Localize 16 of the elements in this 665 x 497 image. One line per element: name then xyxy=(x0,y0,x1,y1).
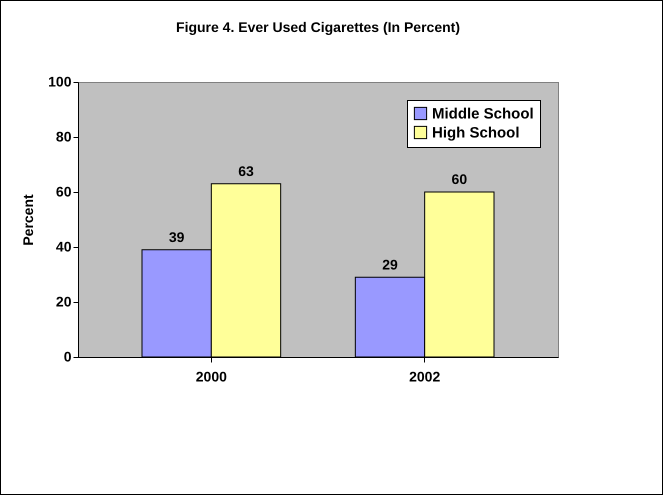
y-tick-label: 60 xyxy=(56,184,72,200)
legend-label: High School xyxy=(432,124,520,142)
data-label: 39 xyxy=(168,228,185,245)
data-label: 60 xyxy=(452,171,468,187)
legend-label: Middle School xyxy=(432,106,534,122)
x-tick-label: 2002 xyxy=(409,368,440,384)
data-label: 63 xyxy=(238,162,254,179)
y-tick-label: 0 xyxy=(64,348,72,364)
y-tick-label: 80 xyxy=(56,128,72,144)
y-tick-label: 100 xyxy=(48,74,72,90)
chart-title: Figure 4. Ever Used Cigarettes (In Percent) xyxy=(176,19,460,35)
y-tick-label: 40 xyxy=(56,238,72,254)
x-tick-label: 2000 xyxy=(196,368,228,384)
data-label: 29 xyxy=(382,256,398,272)
y-axis-title: Percent xyxy=(20,194,36,246)
y-tick-label: 20 xyxy=(56,294,72,310)
